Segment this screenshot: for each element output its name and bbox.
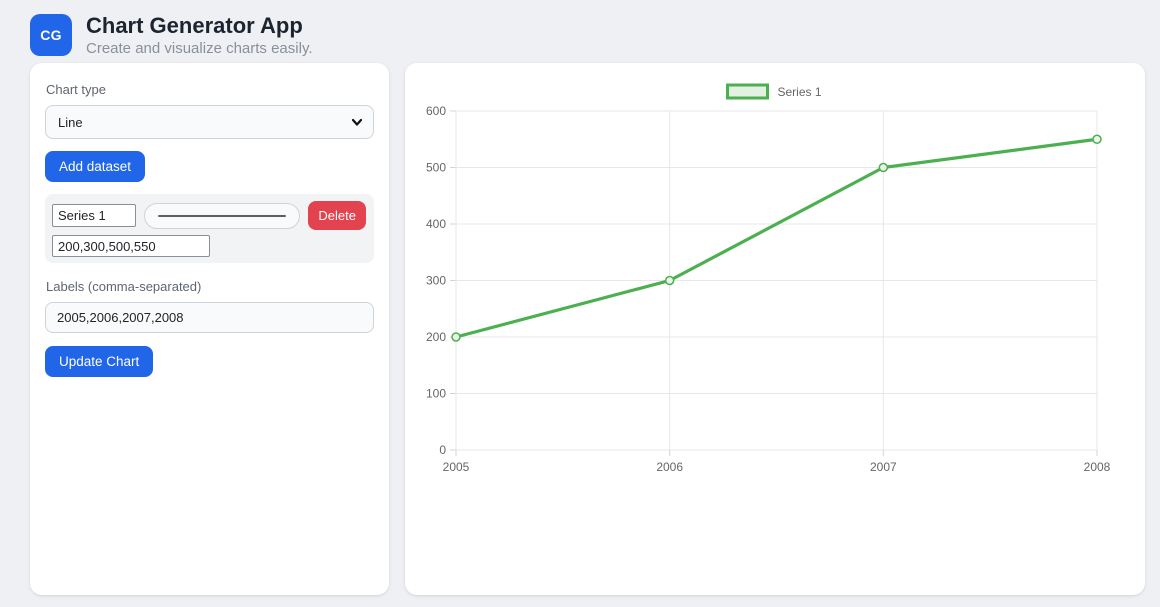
- y-tick-label: 500: [426, 161, 446, 175]
- series-values-input[interactable]: [52, 235, 210, 257]
- page-title: Chart Generator App: [86, 13, 303, 39]
- series-name-input[interactable]: [52, 204, 136, 227]
- data-point[interactable]: [1092, 134, 1102, 144]
- chart-type-label: Chart type: [46, 82, 106, 97]
- chart-canvas[interactable]: 0 100 200 300 400 500 600 2005 2006 2007 2008 Serie…: [425, 78, 1125, 498]
- y-tick-label: 200: [426, 330, 446, 344]
- dataset-editor-top-row: Delete: [52, 201, 366, 230]
- y-tick-label: 0: [439, 443, 446, 457]
- legend-label[interactable]: Series 1: [778, 85, 822, 99]
- x-tick-label: 2005: [443, 460, 470, 474]
- x-tick-label: 2008: [1084, 460, 1111, 474]
- labels-input[interactable]: [45, 302, 374, 333]
- data-point[interactable]: [451, 332, 461, 342]
- add-dataset-button[interactable]: Add dataset: [45, 151, 146, 182]
- x-tick-label: 2007: [870, 460, 897, 474]
- labels-label: Labels (comma-separated): [46, 279, 202, 294]
- series-line: [454, 137, 1099, 339]
- page-subtitle: Create and visualize charts easily.: [86, 39, 313, 57]
- dataset-editor: Delete: [45, 194, 374, 263]
- y-tick-label: 600: [426, 104, 446, 118]
- y-tick-label: 100: [426, 387, 446, 401]
- app-logo: CG: [30, 14, 72, 56]
- delete-dataset-button[interactable]: Delete: [308, 201, 366, 230]
- chart-type-select-wrap: Line: [45, 105, 374, 139]
- header-text: Chart Generator App Create and visualize…: [86, 13, 313, 56]
- line-style-slider[interactable]: [144, 202, 301, 229]
- app-header: CG Chart Generator App Create and visual…: [0, 0, 1160, 63]
- x-tick-label: 2006: [656, 460, 683, 474]
- y-tick-label: 400: [426, 217, 446, 231]
- update-chart-button[interactable]: Update Chart: [45, 346, 154, 377]
- main-content: Chart type Line Add dataset Delete Label…: [0, 63, 1160, 595]
- legend-swatch[interactable]: [726, 83, 769, 100]
- data-point[interactable]: [878, 162, 889, 173]
- chart-type-select[interactable]: Line: [45, 105, 374, 139]
- chart-panel: 0 100 200 300 400 500 600 2005 2006 2007 2008 Serie…: [405, 63, 1145, 595]
- controls-panel: Chart type Line Add dataset Delete Label…: [30, 63, 389, 595]
- data-point[interactable]: [664, 275, 675, 286]
- y-tick-label: 300: [426, 274, 446, 288]
- line-style-preview: [158, 214, 287, 217]
